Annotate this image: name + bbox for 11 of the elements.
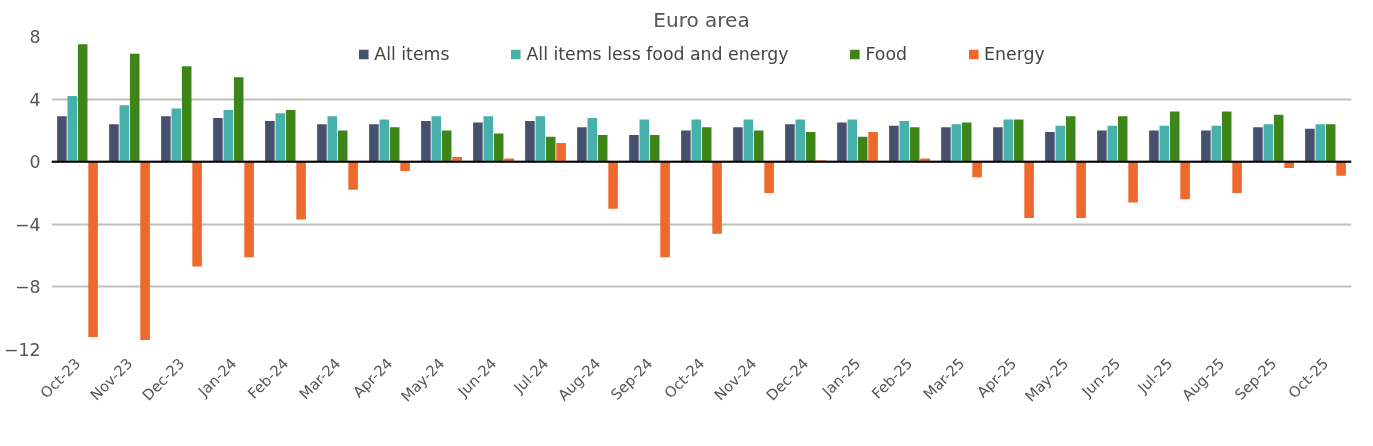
legend-label: All items less food and energy [526, 44, 789, 64]
legend-label: All items [374, 44, 450, 64]
chart-title: Euro area [653, 7, 750, 32]
y-tick-label: −4 [14, 214, 41, 235]
y-tick-label: 8 [29, 27, 41, 47]
y-tick-label: −12 [3, 340, 41, 360]
legend-label: Energy [984, 44, 1045, 64]
y-tick-label: 0 [29, 152, 41, 173]
y-tick-label: 4 [29, 89, 41, 110]
legend-label: Food [865, 44, 908, 64]
y-tick-label: −8 [14, 277, 41, 298]
